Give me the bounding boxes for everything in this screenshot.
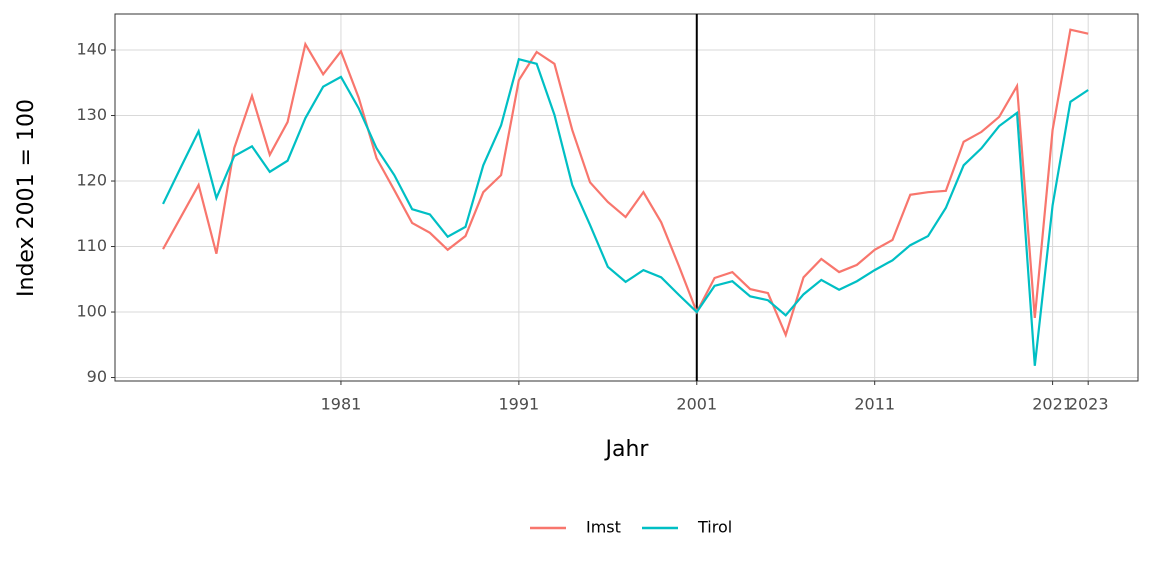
x-tick-label: 1991	[499, 395, 540, 414]
y-axis-title: Index 2001 = 100	[14, 99, 39, 297]
y-tick-label: 130	[76, 105, 107, 124]
x-tick-label: 2023	[1068, 395, 1109, 414]
series-line	[162, 57, 1089, 366]
x-tick-label: 2011	[854, 395, 895, 414]
y-tick-label: 90	[87, 367, 107, 386]
y-tick-label: 110	[76, 236, 107, 255]
x-axis-title: Jahr	[604, 437, 650, 462]
x-tick-label: 2021	[1032, 395, 1073, 414]
legend-label: Tirol	[697, 518, 732, 537]
y-tick-label: 140	[76, 40, 107, 59]
legend-label: Imst	[586, 518, 621, 537]
x-tick-label: 1981	[321, 395, 362, 414]
y-tick-label: 100	[76, 302, 107, 321]
y-tick-label: 120	[76, 171, 107, 190]
panel-border	[114, 13, 1139, 382]
series-line	[162, 28, 1089, 339]
x-tick-label: 2001	[676, 395, 717, 414]
